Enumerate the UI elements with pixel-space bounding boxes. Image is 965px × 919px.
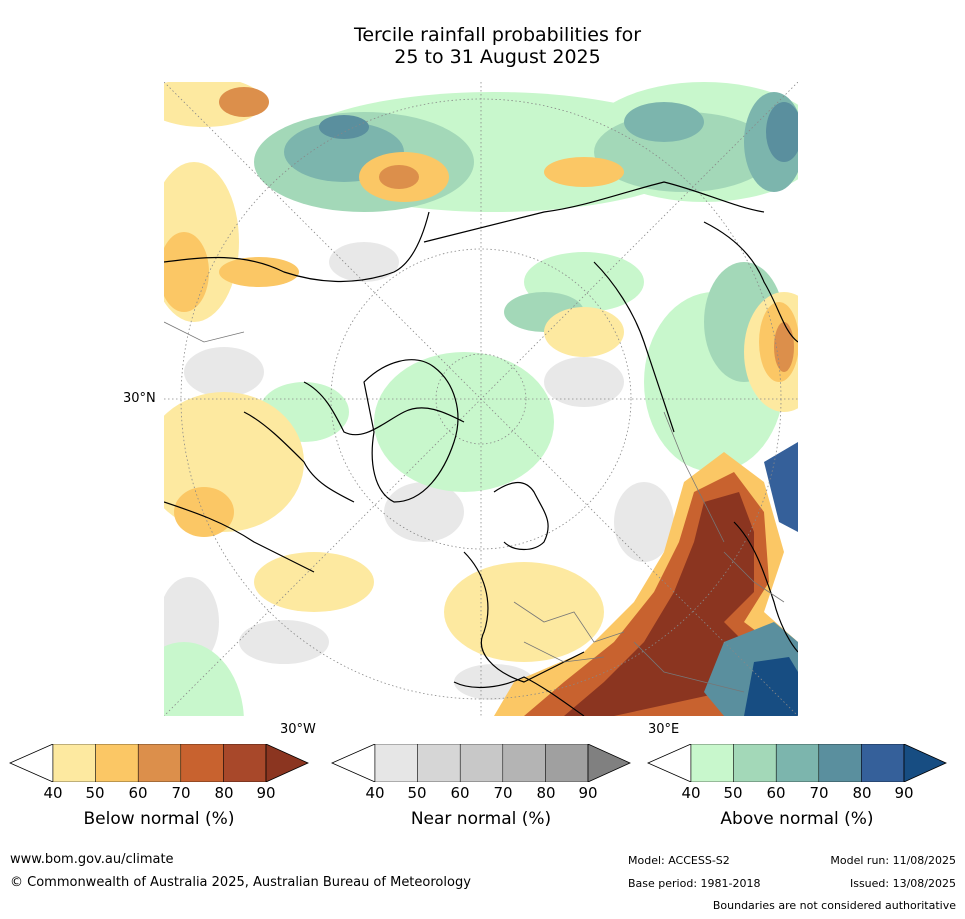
issued-date: Issued: 13/08/2025: [849, 877, 956, 890]
below-normal-50-areas: [164, 152, 798, 537]
tick: 40: [681, 784, 701, 802]
boundary-disclaimer: Boundaries are not considered authoritat…: [712, 899, 956, 912]
colorbar-ticks-above: 40 50 60 70 80 90: [647, 784, 947, 804]
above-normal-east-80: [764, 442, 798, 532]
tick: 70: [493, 784, 513, 802]
colorbar-segment: [180, 743, 224, 783]
lat-label-30n: 30°N: [123, 391, 156, 406]
colorbar-extend-low: [647, 743, 692, 783]
tick: 80: [536, 784, 556, 802]
colorbar-segment: [459, 743, 504, 783]
polar-map-svg: [164, 82, 798, 716]
colorbar-label-below: Below normal (%): [83, 809, 235, 829]
tick: 50: [85, 784, 105, 802]
graticule: [164, 82, 798, 716]
model-run: Model run: 11/08/2025: [830, 854, 956, 867]
coastlines: [164, 181, 798, 716]
tick: 50: [723, 784, 743, 802]
colorbar-near-normal: [331, 743, 631, 783]
colorbar-extend-low: [331, 743, 376, 783]
tick: 50: [407, 784, 427, 802]
below-normal-60-areas: [219, 87, 794, 372]
below-normal-asia-90: [564, 492, 764, 716]
colorbar-segment: [417, 743, 461, 783]
colorbar-label-above: Above normal (%): [720, 809, 874, 829]
colorbar-ticks-near: 40 50 60 70 80 90: [331, 784, 631, 804]
map-title-line1: Tercile rainfall probabilities for: [353, 24, 642, 46]
colorbar-segment: [861, 743, 905, 783]
copyright-text: © Commonwealth of Australia 2025, Austra…: [10, 875, 471, 890]
tick: 90: [256, 784, 276, 802]
colorbar-segment: [690, 743, 734, 783]
tick: 90: [578, 784, 598, 802]
borders: [164, 321, 785, 693]
colorbar-segment: [374, 743, 418, 783]
colorbar-extend-high: [903, 743, 947, 783]
lon-label-30w: 30°W: [280, 722, 316, 737]
above-normal-70-areas: [319, 102, 798, 162]
website-link[interactable]: www.bom.gov.au/climate: [10, 852, 174, 867]
colorbar-below-normal: [9, 743, 309, 783]
above-normal-se-90: [744, 657, 798, 716]
tick: 80: [852, 784, 872, 802]
colorbar-segment: [95, 743, 139, 783]
colorbar-segment: [818, 743, 862, 783]
below-normal-40-areas: [164, 82, 798, 662]
tick: 90: [894, 784, 914, 802]
colorbar-extend-high: [265, 743, 309, 783]
colorbar-label-near: Near normal (%): [410, 809, 552, 829]
tick: 80: [214, 784, 234, 802]
model-name: Model: ACCESS-S2: [628, 854, 730, 867]
base-period: Base period: 1981-2018: [628, 877, 761, 890]
forecast-map: [164, 82, 798, 716]
colorbar-segment: [545, 743, 589, 783]
colorbar-segment: [223, 743, 267, 783]
colorbar-segment: [733, 743, 777, 783]
colorbar-ticks-below: 40 50 60 70 80 90: [9, 784, 309, 804]
colorbar-segment: [502, 743, 546, 783]
tick: 40: [43, 784, 63, 802]
tick: 60: [450, 784, 470, 802]
tick: 70: [171, 784, 191, 802]
colorbar-extend-high: [587, 743, 631, 783]
tick: 60: [766, 784, 786, 802]
colorbar-segment: [52, 743, 96, 783]
colorbar-segment: [137, 743, 182, 783]
map-title-line2: 25 to 31 August 2025: [394, 46, 601, 68]
tick: 60: [128, 784, 148, 802]
colorbar-above-normal: [647, 743, 947, 783]
lon-label-30e: 30°E: [648, 722, 680, 737]
tick: 40: [365, 784, 385, 802]
colorbar-extend-low: [9, 743, 54, 783]
tick: 70: [809, 784, 829, 802]
colorbar-segment: [775, 743, 820, 783]
